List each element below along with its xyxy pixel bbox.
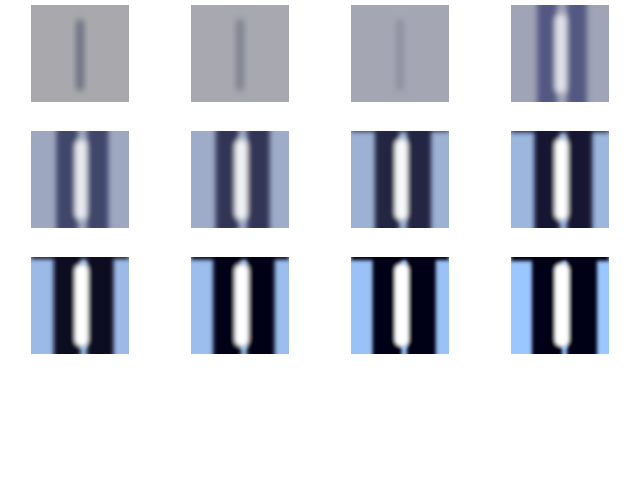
image-tile: [31, 131, 129, 228]
image-tile: [191, 5, 289, 102]
dark-band-right: [407, 131, 432, 228]
bright-bar: [555, 14, 567, 94]
dark-band-left: [56, 131, 78, 228]
dark-band-right: [567, 5, 587, 102]
image-tile-svg: [191, 5, 289, 102]
dark-band-right: [87, 131, 109, 228]
bright-bar: [235, 264, 249, 346]
dark-band-right: [87, 257, 114, 354]
image-tile-svg: [351, 257, 449, 354]
image-tile-svg: [191, 131, 289, 228]
image-tile-svg: [511, 257, 609, 354]
bright-bar: [555, 264, 569, 346]
dark-band-top: [511, 131, 609, 133]
image-tile-svg: [31, 131, 129, 228]
image-tile-svg: [511, 131, 609, 228]
bright-bar: [75, 264, 89, 346]
bright-bar: [395, 139, 408, 220]
image-tile: [511, 131, 609, 228]
image-tile-svg: [351, 5, 449, 102]
dark-band-right: [407, 257, 436, 354]
image-tile: [191, 257, 289, 354]
dark-band-right: [567, 131, 593, 228]
dark-band-top: [511, 257, 609, 261]
bright-bar: [555, 139, 568, 220]
image-tile-svg: [31, 5, 129, 102]
image-tile: [31, 257, 129, 354]
bright-bar: [235, 139, 248, 220]
dark-band-right: [247, 131, 270, 228]
dark-stripe: [396, 19, 404, 91]
dark-band-left: [537, 5, 557, 102]
dark-stripe: [76, 19, 84, 91]
image-tile-svg: [351, 131, 449, 228]
dark-band-right: [567, 257, 597, 354]
image-tile: [191, 131, 289, 228]
image-tile: [511, 257, 609, 354]
dark-band-top: [191, 257, 289, 260]
dark-band-left: [215, 131, 239, 228]
image-tile-svg: [191, 257, 289, 354]
image-tile: [351, 5, 449, 102]
dark-band-top: [351, 131, 449, 132]
dark-band-top: [351, 257, 449, 261]
image-tile-svg: [31, 257, 129, 354]
image-tile: [31, 5, 129, 102]
dark-stripe: [236, 19, 244, 91]
image-tile: [351, 131, 449, 228]
dark-band-top: [31, 257, 129, 259]
bright-bar: [75, 139, 88, 220]
bright-bar: [395, 264, 409, 346]
image-tile: [351, 257, 449, 354]
image-tile: [511, 5, 609, 102]
image-tile-svg: [511, 5, 609, 102]
dark-band-right: [247, 257, 275, 354]
